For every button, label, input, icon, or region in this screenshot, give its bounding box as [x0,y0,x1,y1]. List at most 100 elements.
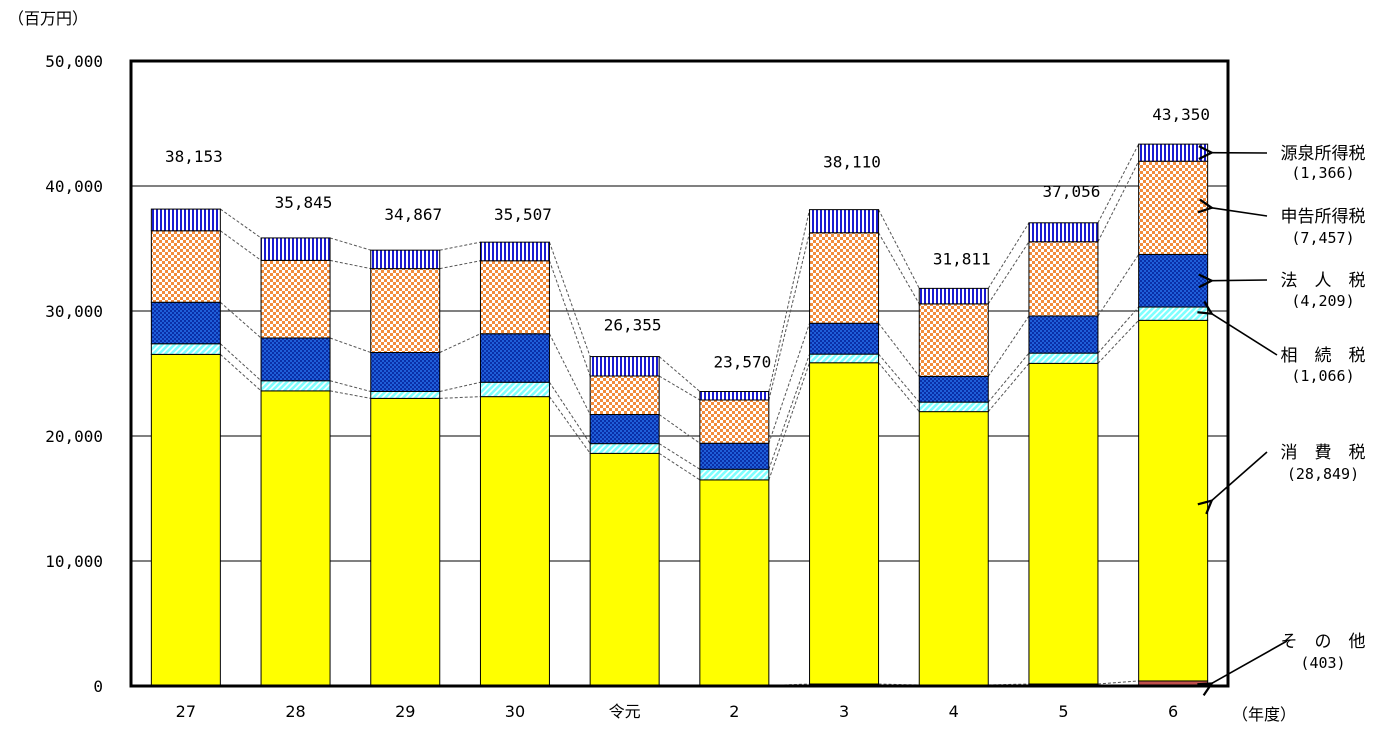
legend-label: 消 費 税 [1281,443,1366,463]
legend-value: (1,066) [1291,367,1354,385]
bar-segment [260,380,331,392]
series-connector [1097,306,1140,354]
series-connector [658,414,701,444]
legend-value: (28,849) [1287,465,1359,483]
series-connector [987,222,1030,289]
series-connector [329,337,371,353]
series-connector [768,362,811,481]
bar-segment [699,479,770,686]
bar-segment [1138,143,1209,162]
series-connector [768,232,811,401]
y-tick-label: 40,000 [45,177,103,196]
bar-segment [150,343,221,355]
series-connector [549,381,591,444]
bar-segment [260,337,331,382]
series-connector [878,362,920,412]
x-tick-label: 2 [729,702,739,721]
bar-segment [260,237,331,261]
series-connector [329,390,371,399]
bar-segment [1028,222,1099,243]
series-connector [768,323,811,444]
bars [150,143,1209,687]
legend-value: (403) [1300,654,1345,672]
y-tick-label: 10,000 [45,552,103,571]
legend-arrow [1212,451,1268,501]
series-connector [1097,320,1140,364]
bar-segment [1028,352,1099,364]
bar-segment [1028,241,1099,317]
x-unit-label: （年度） [1232,705,1296,724]
series-connector [878,322,920,377]
legend-label: 源泉所得税 [1281,144,1366,164]
bar-segment [1138,160,1209,255]
series-connector [878,209,920,289]
series-connector [329,259,371,270]
total-label: 38,110 [823,153,881,172]
series-connector [439,260,481,270]
bar-segment [809,353,880,364]
bar-segment [1138,253,1209,308]
bar-segment [699,442,770,470]
bar-segment [260,390,331,686]
total-label: 38,153 [165,147,223,166]
bar-segment [150,301,221,345]
series-connectors [220,143,1140,686]
series-connector [658,356,701,392]
series-connector [878,353,920,403]
bar-segment [809,232,880,324]
series-connector [549,396,591,454]
x-tick-label: 5 [1058,702,1068,721]
bar-segment [589,443,660,454]
bar-segment [370,249,441,270]
y-tick-label: 50,000 [45,52,103,71]
series-connector [658,375,701,401]
series-connector [220,230,262,261]
x-tick-label: 27 [176,702,196,721]
legend-arrow [1212,280,1268,281]
series-connector [878,232,920,305]
series-connector [987,363,1030,412]
bar-segment [1138,319,1209,682]
legend-label: 法 人 税 [1281,271,1366,291]
legend-value: (4,209) [1291,292,1354,310]
y-tick-label: 0 [93,677,103,696]
total-label: 23,570 [713,353,771,372]
series-connector [548,260,591,377]
series-connector [439,381,481,392]
bar-segment [150,230,221,303]
x-tick-label: 28 [285,702,305,721]
legend-value: (7,457) [1291,229,1354,247]
bar-segment [260,259,331,339]
bar-segment [589,414,660,445]
bar-segment [589,452,660,686]
x-tick-label: 3 [839,702,849,721]
legend-value: (1,366) [1291,164,1354,182]
bar-segment [1028,362,1099,685]
series-connector [220,343,262,382]
legend-arrow [1212,314,1278,356]
bar-segment [589,375,660,415]
bar-segment [150,353,221,686]
bar-segment [918,375,989,403]
total-label: 26,355 [604,316,662,335]
x-tick-label: 令元 [609,702,641,721]
total-label: 31,811 [933,249,991,268]
series-connector [1097,143,1140,224]
bar-segment [809,362,880,685]
total-label: 35,845 [275,193,333,212]
bar-segment [479,333,550,383]
series-connector [658,452,701,481]
series-connector [329,380,371,392]
plot-frame [129,59,1230,688]
bar-segment [918,287,989,305]
legend-label: そ の 他 [1281,632,1366,652]
series-connector [439,333,481,353]
bar-segment [809,322,880,355]
bar-segment [699,391,770,401]
series-connector [987,315,1030,377]
bar-segment [1028,315,1099,354]
bar-segment [479,260,550,335]
series-connector [1097,254,1140,317]
legend-label: 相 続 税 [1281,346,1366,366]
